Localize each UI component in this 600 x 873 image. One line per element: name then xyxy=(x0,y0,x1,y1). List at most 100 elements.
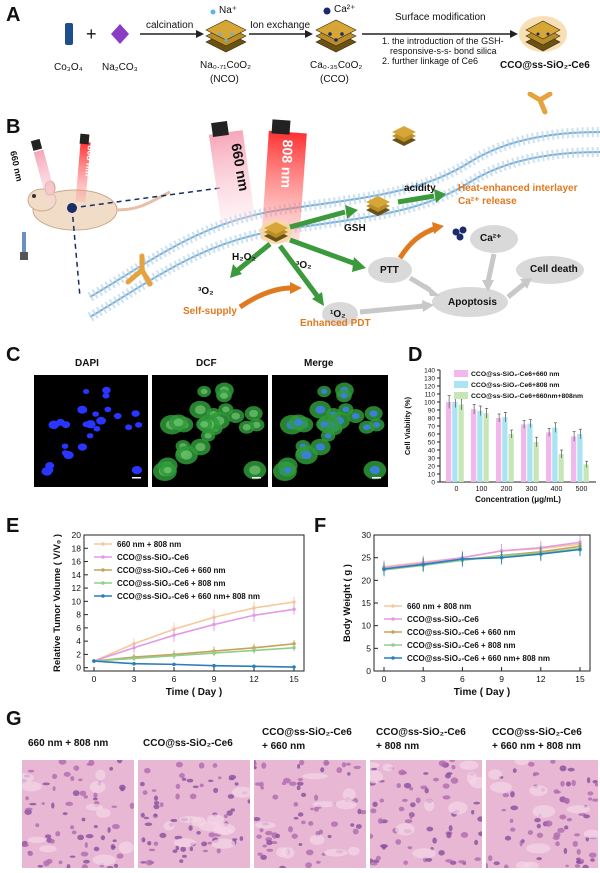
dapi-nucleus xyxy=(96,416,106,425)
histology-stroma xyxy=(583,829,598,839)
histology-nucleus xyxy=(55,831,61,837)
histology-nucleus xyxy=(65,801,74,806)
histology-nucleus xyxy=(159,832,167,839)
dcf-cell-core xyxy=(163,466,172,474)
histology-nucleus xyxy=(73,765,80,771)
histology-nucleus xyxy=(25,807,33,811)
apoptosis-cloud xyxy=(432,287,508,317)
histology-stroma xyxy=(323,848,348,857)
d-bar xyxy=(452,402,458,482)
nco-abbr: (NCO) xyxy=(210,74,239,85)
histology-stroma xyxy=(198,821,222,832)
f-x-tick-label: 0 xyxy=(382,674,387,684)
panel-label-e: E xyxy=(6,515,20,537)
histology-nucleus xyxy=(550,760,556,764)
d-y-tick-label: 70 xyxy=(428,424,436,431)
merge-label: Merge xyxy=(304,358,334,369)
dcf-cell-core xyxy=(200,421,209,428)
g-label-line1: CCO@ss-SiO₂-Ce6 xyxy=(143,738,233,749)
dcf-image xyxy=(152,375,268,487)
histology-nucleus xyxy=(181,777,187,781)
calcination-label: calcination xyxy=(146,20,194,31)
f-point xyxy=(460,557,465,561)
merge-nucleus xyxy=(315,443,326,451)
histology-nucleus xyxy=(49,839,55,844)
histology-nucleus xyxy=(296,785,301,791)
g-label-line1: 660 nm + 808 nm xyxy=(28,738,109,749)
histology-stroma xyxy=(488,769,502,780)
f-y-tick-label: 25 xyxy=(362,553,372,563)
histology-nucleus xyxy=(260,854,267,860)
histology-nucleus xyxy=(227,794,235,799)
histology-nucleus xyxy=(293,816,299,820)
e-y-tick-label: 8 xyxy=(76,610,81,620)
histology-nucleus xyxy=(151,789,157,792)
histology-nucleus xyxy=(25,796,29,801)
f-point xyxy=(539,552,543,556)
d-y-tick-label: 30 xyxy=(428,456,436,463)
histology-nucleus xyxy=(544,820,553,827)
histology-nucleus xyxy=(223,814,228,819)
e-point xyxy=(292,600,296,604)
histology-nucleus xyxy=(401,798,408,803)
e-y-tick-label: 16 xyxy=(72,557,82,567)
histology-nucleus xyxy=(83,859,90,864)
e-y-tick-label: 2 xyxy=(76,649,81,659)
histology-stroma xyxy=(395,823,415,836)
d-legend-label: CCO@ss-SiO₂-Ce6+660nm+808nm xyxy=(471,393,583,400)
dapi-nucleus xyxy=(131,466,143,475)
o2-triplet-mid-label: ³O₂ xyxy=(296,260,312,271)
e-y-tick-label: 0 xyxy=(76,663,81,673)
histology-nucleus xyxy=(557,827,565,833)
histology-stroma xyxy=(382,763,394,772)
dapi-nucleus xyxy=(77,443,88,451)
histology-nucleus xyxy=(297,778,304,781)
histology-nucleus xyxy=(261,762,267,769)
histology-nucleus xyxy=(58,760,67,765)
d-bar xyxy=(546,432,552,482)
histology-nucleus xyxy=(140,781,145,787)
histology-nucleus xyxy=(567,767,575,772)
step2-label: 2. further linkage of Ce6 xyxy=(382,56,479,66)
histology-nucleus xyxy=(536,832,544,838)
e-x-tick-label: 12 xyxy=(249,674,259,684)
histology-nucleus xyxy=(407,846,413,850)
histology-nucleus xyxy=(72,790,80,797)
histology-nucleus xyxy=(532,772,540,776)
histology-nucleus xyxy=(510,791,515,798)
histology-nucleus xyxy=(22,843,29,848)
dapi-nucleus xyxy=(135,422,143,428)
chart-f: 0 5 10 15 20 25 30 0 3 6 9 12 15 Body Weight ( g ) Tim… xyxy=(342,530,591,698)
f-legend-label: CCO@ss-SiO₂-Ce6 xyxy=(407,615,479,624)
histology-nucleus xyxy=(100,835,106,841)
merge-nucleus xyxy=(373,422,381,428)
panel-label-b: B xyxy=(6,116,21,138)
histology-nucleus xyxy=(279,865,286,868)
histology-nucleus xyxy=(445,859,453,863)
scale-bar xyxy=(372,477,381,479)
merge-nucleus xyxy=(284,467,292,473)
histology-nucleus xyxy=(355,824,362,829)
histology-nucleus xyxy=(182,854,187,858)
histology-nucleus xyxy=(71,830,77,835)
histology-nucleus xyxy=(371,767,377,771)
f-y-tick-label: 5 xyxy=(366,643,371,653)
d-bar xyxy=(471,409,477,482)
d-bar xyxy=(477,410,483,482)
histology-nucleus xyxy=(84,841,88,849)
histology-nucleus xyxy=(370,858,374,864)
dapi-nucleus xyxy=(61,443,69,449)
g-label-line2: + 660 nm xyxy=(262,741,306,752)
histology-nucleus xyxy=(175,783,181,789)
d-y-tick-label: 20 xyxy=(428,464,436,471)
merge-nucleus xyxy=(320,421,328,428)
ion-exchange-label: Ion exchange xyxy=(250,20,311,31)
d-bar xyxy=(583,464,589,482)
e-point xyxy=(132,656,136,661)
histology-image xyxy=(22,760,134,868)
histology-nucleus xyxy=(305,849,314,856)
d-bar xyxy=(508,434,514,482)
histology-stroma xyxy=(280,847,295,859)
f-x-label: Time ( Day ) xyxy=(454,687,511,698)
histology-nucleus xyxy=(175,845,180,851)
